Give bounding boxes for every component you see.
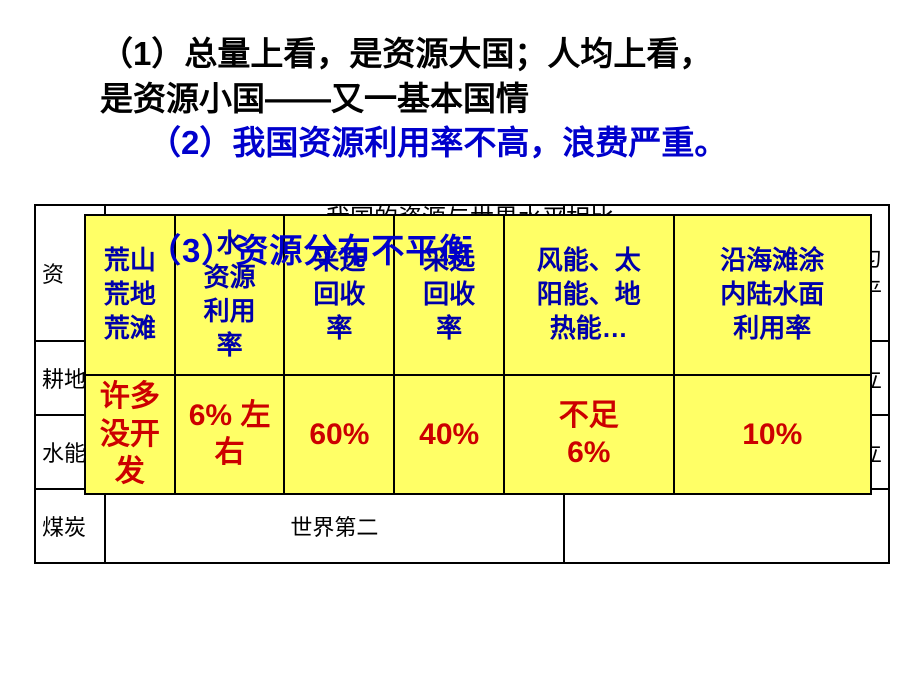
yellow-table-data-row: 许多没开发 6% 左右 60% 40% 不足6% 10% xyxy=(85,375,871,494)
heading-line-3: （3）资源分布不平衡 xyxy=(148,224,473,272)
yt-d-2: 6% 左右 xyxy=(175,375,285,494)
heading-line-1a: （1）总量上看，是资源大国；人均上看， xyxy=(100,32,880,77)
yt-d-6: 10% xyxy=(674,375,871,494)
yt-d-3: 60% xyxy=(284,375,394,494)
heading-line-2: （2）我国资源利用率不高，浪费严重。 xyxy=(148,121,880,166)
yt-h-5: 风能、太阳能、地热能… xyxy=(504,215,673,375)
yt-h-6: 沿海滩涂内陆水面利用率 xyxy=(674,215,871,375)
yt-d-5: 不足6% xyxy=(504,375,673,494)
bg-cell-r4c1: 煤炭 xyxy=(35,489,105,563)
heading-area: （1）总量上看，是资源大国；人均上看， 是资源小国——又一基本国情 （2）我国资… xyxy=(100,32,880,166)
yt-d-4: 40% xyxy=(394,375,504,494)
heading-line-1b: 是资源小国——又一基本国情 xyxy=(100,77,880,122)
slide: （1）总量上看，是资源大国；人均上看， 是资源小国——又一基本国情 （2）我国资… xyxy=(0,0,920,690)
yt-d-1: 许多没开发 xyxy=(85,375,175,494)
bg-cell-r4c3 xyxy=(564,489,889,563)
bg-cell-r4c2: 世界第二 xyxy=(105,489,564,563)
